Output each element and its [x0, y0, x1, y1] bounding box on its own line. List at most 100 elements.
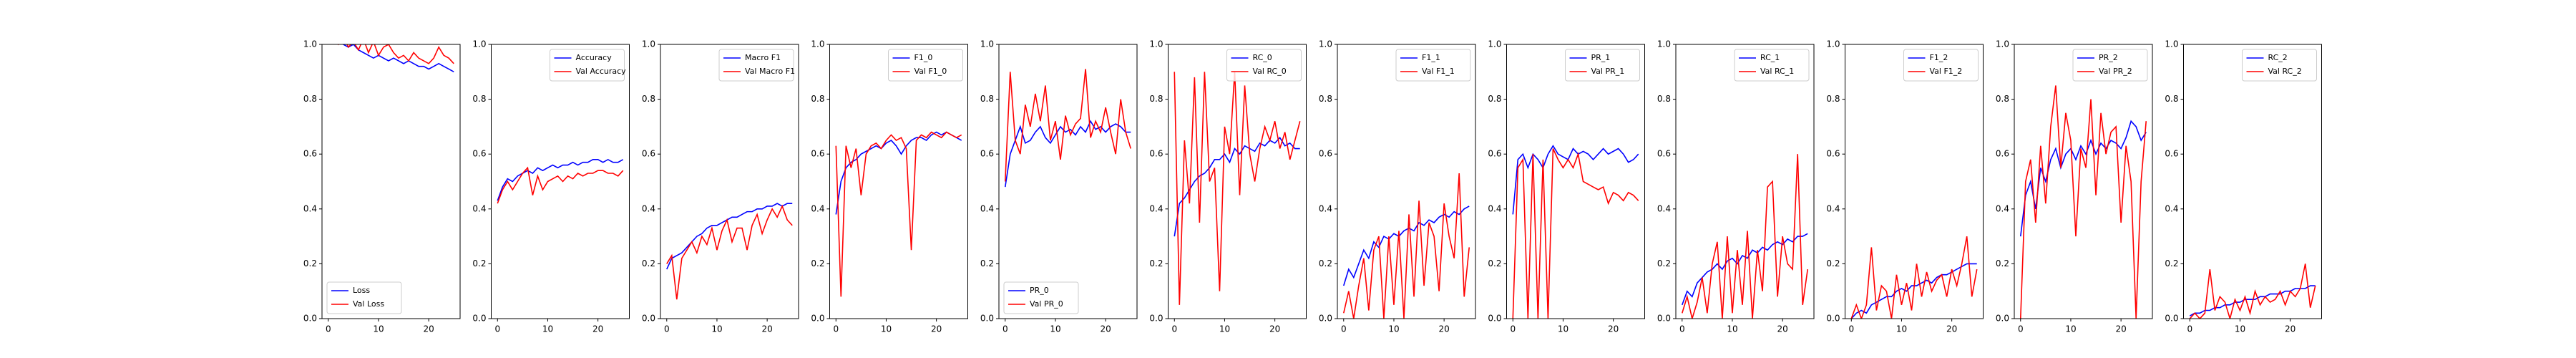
line-series: [497, 166, 624, 204]
line-series: [1850, 236, 1978, 319]
y-tick-label: 0.6: [303, 149, 317, 159]
line-series: [1512, 148, 1639, 319]
y-tick-label: 0.6: [1488, 149, 1501, 159]
y-tick-label: 0.2: [2165, 258, 2178, 268]
axes-frame: [660, 44, 799, 319]
x-tick-label: 20: [931, 324, 942, 334]
legend-label: PR_0: [1030, 286, 1049, 295]
y-tick-label: 0.8: [1996, 94, 2009, 104]
axes-frame: [2014, 44, 2153, 319]
y-tick-label: 0.6: [472, 149, 486, 159]
line-series: [835, 131, 962, 215]
axes-frame: [998, 44, 1138, 319]
subplot: 0.0 0.2 0.4 0.6 0.8 1.0 0 10 20 Macro F1 Val Macro…: [642, 39, 799, 334]
legend-label: PR_1: [1591, 53, 1611, 62]
y-tick-label: 1.0: [472, 39, 486, 49]
line-series: [666, 203, 793, 270]
legend-label: Val PR_1: [1591, 67, 1625, 76]
subplot: 0.0 0.2 0.4 0.6 0.8 1.0 0 10 20 PR_1 Val PR_1: [1488, 39, 1645, 334]
x-tick-label: 0: [833, 324, 839, 334]
axes-frame: [1506, 44, 1645, 319]
y-tick-label: 0.8: [980, 94, 994, 104]
legend-label: Val Accuracy: [576, 67, 627, 76]
axes-frame: [321, 44, 461, 319]
y-tick-label: 1.0: [980, 39, 994, 49]
y-tick-label: 0.2: [1826, 258, 1840, 268]
y-tick-label: 0.0: [980, 314, 994, 324]
legend-label: Val RC_2: [2268, 67, 2302, 76]
x-tick-label: 20: [1269, 324, 1280, 334]
x-tick-label: 10: [1050, 324, 1060, 334]
y-tick-label: 0.0: [472, 314, 486, 324]
subplot: 0.0 0.2 0.4 0.6 0.8 1.0 0 10 20 Loss Val Loss: [303, 39, 461, 334]
x-tick-label: 0: [2187, 324, 2192, 334]
line-series: [1174, 136, 1300, 237]
subplot: 0.0 0.2 0.4 0.6 0.8 1.0 0 10 20 F1_1 Val F1_1: [1319, 39, 1476, 334]
x-tick-label: 10: [1896, 324, 1907, 334]
x-tick-label: 20: [2285, 324, 2296, 334]
legend-box: [1226, 49, 1302, 82]
legend-label: Val Loss: [353, 299, 384, 309]
y-tick-label: 0.4: [1149, 203, 1163, 213]
y-tick-label: 0.4: [1826, 203, 1840, 213]
legend-box: [718, 49, 794, 82]
x-tick-label: 0: [1679, 324, 1685, 334]
subplot: 0.0 0.2 0.4 0.6 0.8 1.0 0 10 20 PR_2 Val PR_2: [1996, 39, 2153, 334]
y-tick-label: 0.6: [1826, 149, 1840, 159]
y-tick-label: 1.0: [1826, 39, 1840, 49]
legend: Macro F1 Val Macro F1: [718, 49, 795, 82]
line-series: [2019, 120, 2147, 237]
legend: PR_1 Val PR_1: [1565, 49, 1640, 82]
y-tick-label: 0.2: [1319, 258, 1332, 268]
x-tick-label: 0: [326, 324, 331, 334]
legend-label: Val F1_1: [1422, 67, 1455, 76]
y-tick-label: 0.0: [1826, 314, 1840, 324]
y-tick-label: 0.0: [1319, 314, 1332, 324]
legend-label: F1_2: [1930, 53, 1948, 62]
legend-box: [326, 281, 402, 314]
x-tick-label: 0: [1341, 324, 1347, 334]
line-series: [497, 158, 624, 201]
x-tick-label: 10: [711, 324, 722, 334]
line-series: [666, 204, 793, 300]
line-series: [2189, 263, 2316, 319]
y-tick-label: 1.0: [1149, 39, 1163, 49]
legend: Loss Val Loss: [326, 281, 402, 314]
subplot: 0.0 0.2 0.4 0.6 0.8 1.0 0 10 20 RC_0 Val RC_0: [1149, 39, 1307, 334]
y-tick-label: 0.6: [1149, 149, 1163, 159]
y-tick-label: 0.4: [980, 203, 994, 213]
legend-box: [1734, 49, 1810, 82]
y-tick-label: 0.2: [980, 258, 994, 268]
y-tick-label: 0.4: [303, 203, 317, 213]
line-series: [2019, 85, 2147, 319]
subplot: 0.0 0.2 0.4 0.6 0.8 1.0 0 10 20 Accuracy Val Accur…: [472, 39, 630, 334]
y-tick-label: 0.4: [1657, 203, 1671, 213]
y-tick-label: 0.4: [2165, 203, 2178, 213]
axes-frame: [1168, 44, 1307, 319]
x-tick-label: 10: [1388, 324, 1399, 334]
y-tick-label: 0.6: [980, 149, 994, 159]
legend: RC_0 Val RC_0: [1226, 49, 1302, 82]
legend: F1_2 Val F1_2: [1903, 49, 1979, 82]
subplot: 0.0 0.2 0.4 0.6 0.8 1.0 0 10 20 RC_1 Val RC_1: [1657, 39, 1815, 334]
legend-label: RC_1: [1760, 53, 1780, 62]
x-tick-label: 10: [1219, 324, 1230, 334]
x-tick-label: 20: [1438, 324, 1449, 334]
x-tick-label: 20: [1100, 324, 1111, 334]
legend: RC_2 Val RC_2: [2242, 49, 2317, 82]
x-tick-label: 0: [1171, 324, 1177, 334]
y-tick-label: 0.2: [303, 258, 317, 268]
line-series: [337, 44, 454, 64]
y-tick-label: 0.0: [303, 314, 317, 324]
y-tick-label: 0.2: [642, 258, 655, 268]
y-tick-label: 1.0: [2165, 39, 2178, 49]
x-tick-label: 0: [494, 324, 500, 334]
x-tick-label: 10: [881, 324, 892, 334]
axes-frame: [1337, 44, 1476, 319]
axes-frame: [2183, 44, 2322, 319]
subplot: 0.0 0.2 0.4 0.6 0.8 1.0 0 10 20 PR_0 Val PR_0: [980, 39, 1138, 334]
line-series: [1004, 69, 1131, 182]
y-tick-label: 0.8: [1826, 94, 1840, 104]
x-tick-label: 20: [1946, 324, 1957, 334]
